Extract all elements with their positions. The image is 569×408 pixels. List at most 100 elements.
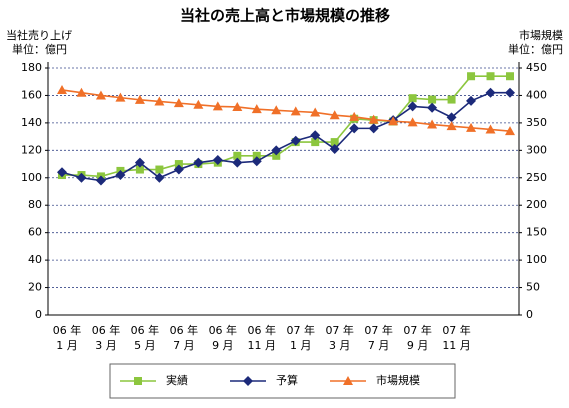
point (251, 156, 262, 167)
point (467, 72, 476, 81)
point (212, 154, 223, 165)
point (505, 87, 515, 98)
legend-label: 市場規模 (376, 373, 420, 387)
x-tick-label-line: 06 年 (92, 323, 121, 337)
point (349, 123, 360, 134)
x-tick-label: 06 年 7 月 (170, 323, 199, 352)
point (155, 165, 164, 174)
point (271, 145, 282, 156)
x-tick-label-line: 06 年 (53, 323, 82, 337)
point (310, 107, 321, 117)
point (154, 96, 165, 106)
point (76, 172, 87, 183)
point (232, 157, 243, 168)
x-tick-label-line: 07 年 (325, 323, 354, 337)
x-tick-label-line: 3 月 (95, 339, 117, 352)
x-tick-label-line: 11 月 (248, 339, 277, 352)
point (447, 95, 456, 104)
point (330, 138, 339, 147)
point (95, 175, 106, 186)
y-tick-label: 80 (28, 198, 42, 211)
point (368, 114, 379, 124)
y-tick-label: 60 (28, 226, 42, 239)
point (466, 122, 477, 132)
point (272, 151, 281, 160)
y-tick-label: 20 (28, 281, 42, 294)
y2-tick-label: 0 (526, 308, 533, 321)
y2-tick-label: 300 (526, 143, 547, 156)
point (252, 151, 261, 160)
y2-tick-label: 150 (526, 226, 547, 239)
y2-tick-label: 50 (526, 281, 540, 294)
y2-tick-label: 350 (526, 116, 547, 129)
x-tick-label-line: 9 月 (212, 339, 234, 352)
point (115, 92, 126, 102)
point (343, 376, 353, 385)
point (407, 117, 418, 127)
x-tick-label: 06 年 1 月 (53, 323, 82, 352)
point (349, 111, 360, 121)
x-tick-label: 07 年 11 月 (442, 323, 471, 352)
x-tick-label-line: 06 年 (248, 323, 277, 337)
point (251, 104, 262, 114)
x-tick-label: 07 年 9 月 (403, 323, 432, 352)
point (329, 143, 340, 154)
y-tick-label: 100 (21, 171, 42, 184)
point (233, 151, 242, 160)
point (271, 105, 282, 115)
point (329, 110, 340, 120)
x-tick-label-line: 1 月 (56, 339, 78, 352)
y-tick-label: 180 (21, 61, 42, 74)
y-tick-label: 160 (21, 88, 42, 101)
point (407, 101, 418, 112)
point (193, 99, 204, 109)
x-tick-label: 07 年 3 月 (325, 323, 354, 352)
point (446, 121, 457, 131)
y2-axis-label: 市場規模 (519, 28, 563, 42)
y-axis-label: 当社売り上げ (6, 28, 72, 42)
x-tick-label: 06 年 11 月 (248, 323, 277, 352)
point (290, 106, 301, 116)
point (388, 116, 399, 126)
x-tick-label-line: 7 月 (173, 339, 195, 352)
point (428, 95, 437, 104)
point (115, 170, 126, 181)
y2-tick-label: 200 (526, 198, 547, 211)
y2-tick-label: 400 (526, 88, 547, 101)
point (57, 84, 67, 94)
point (310, 130, 321, 141)
x-tick-label-line: 07 年 (403, 323, 432, 337)
point (134, 94, 145, 104)
y2-tick-label: 450 (526, 61, 547, 74)
x-tick-label: 06 年 3 月 (92, 323, 121, 352)
x-tick-label: 07 年 1 月 (286, 323, 315, 352)
point (173, 164, 184, 175)
point (311, 138, 320, 147)
x-tick-label-line: 07 年 (286, 323, 315, 337)
x-tick-label-line: 06 年 (209, 323, 238, 337)
point (135, 165, 144, 174)
x-tick-label: 06 年 5 月 (131, 323, 160, 352)
x-tick-label-line: 06 年 (131, 323, 160, 337)
point (154, 172, 165, 183)
legend-label: 予算 (276, 373, 298, 387)
point (134, 377, 142, 385)
x-tick-label-line: 7 月 (368, 339, 390, 352)
x-tick-label-line: 11 月 (442, 339, 471, 352)
point (95, 90, 106, 100)
x-tick-label-line: 06 年 (170, 323, 199, 337)
x-tick-label: 07 年 7 月 (364, 323, 393, 352)
x-tick-label-line: 3 月 (329, 339, 351, 352)
point (57, 167, 67, 178)
y2-axis-label: 単位：億円 (508, 42, 563, 56)
point (446, 112, 457, 123)
point (408, 94, 417, 103)
point (506, 72, 514, 81)
point (427, 119, 438, 129)
series-line (61, 89, 511, 132)
y-tick-label: 140 (21, 116, 42, 129)
y-tick-label: 40 (28, 253, 42, 266)
y-tick-label: 120 (21, 143, 42, 156)
x-tick-label: 06 年 9 月 (209, 323, 238, 352)
point (486, 72, 495, 81)
